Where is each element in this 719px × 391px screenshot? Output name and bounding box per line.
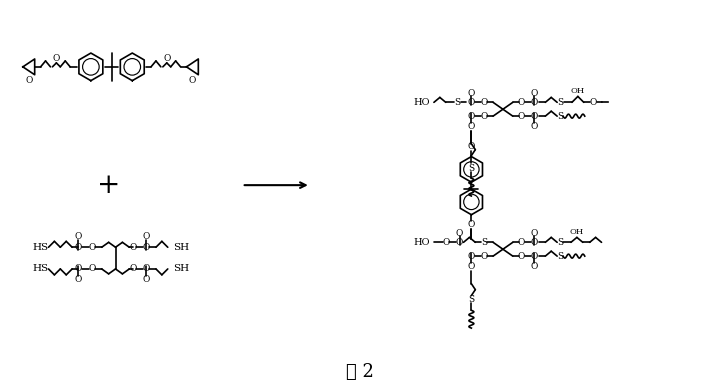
Text: S: S	[454, 98, 461, 107]
Text: O: O	[531, 112, 538, 121]
Text: O: O	[74, 275, 82, 284]
Text: O: O	[480, 252, 488, 261]
Text: O: O	[518, 252, 526, 261]
Text: O: O	[467, 262, 475, 271]
Text: O: O	[518, 98, 526, 107]
Text: HS: HS	[32, 264, 49, 273]
Text: O: O	[518, 238, 526, 247]
Text: S: S	[557, 252, 563, 261]
Text: O: O	[467, 112, 475, 121]
Text: OH: OH	[571, 88, 585, 95]
Text: O: O	[467, 220, 475, 229]
Text: O: O	[531, 252, 538, 261]
Text: S: S	[481, 238, 487, 247]
Text: O: O	[531, 238, 538, 247]
Text: O: O	[74, 264, 82, 273]
Text: +: +	[97, 172, 120, 199]
Text: SH: SH	[173, 264, 189, 273]
Text: O: O	[25, 76, 32, 85]
Text: O: O	[88, 243, 96, 252]
Text: O: O	[467, 89, 475, 98]
Text: O: O	[88, 264, 96, 273]
Text: O: O	[531, 262, 538, 271]
Text: O: O	[142, 275, 150, 284]
Text: O: O	[129, 243, 137, 252]
Text: O: O	[480, 112, 488, 121]
Text: O: O	[163, 54, 170, 63]
Text: O: O	[531, 122, 538, 131]
Text: O: O	[74, 232, 82, 241]
Text: O: O	[531, 98, 538, 107]
Text: O: O	[467, 122, 475, 131]
Text: O: O	[188, 76, 196, 85]
Text: O: O	[142, 232, 150, 241]
Text: O: O	[74, 243, 82, 252]
Text: O: O	[531, 89, 538, 98]
Text: S: S	[468, 164, 475, 173]
Text: O: O	[456, 238, 463, 247]
Text: O: O	[467, 252, 475, 261]
Text: O: O	[518, 112, 526, 121]
Text: O: O	[531, 229, 538, 238]
Text: O: O	[52, 54, 60, 63]
Text: S: S	[557, 112, 563, 121]
Text: O: O	[590, 98, 597, 107]
Text: O: O	[456, 229, 463, 238]
Text: O: O	[442, 238, 449, 247]
Text: SH: SH	[173, 243, 189, 252]
Text: HO: HO	[413, 98, 430, 107]
Text: S: S	[557, 98, 563, 107]
Text: HS: HS	[32, 243, 49, 252]
Text: O: O	[467, 98, 475, 107]
Text: O: O	[142, 264, 150, 273]
Text: S: S	[557, 238, 563, 247]
Text: O: O	[480, 98, 488, 107]
Text: 式 2: 式 2	[346, 364, 374, 382]
Text: O: O	[142, 243, 150, 252]
Text: S: S	[468, 295, 475, 304]
Text: OH: OH	[569, 228, 584, 237]
Text: O: O	[129, 264, 137, 273]
Text: HO: HO	[413, 238, 430, 247]
Text: O: O	[467, 142, 475, 151]
